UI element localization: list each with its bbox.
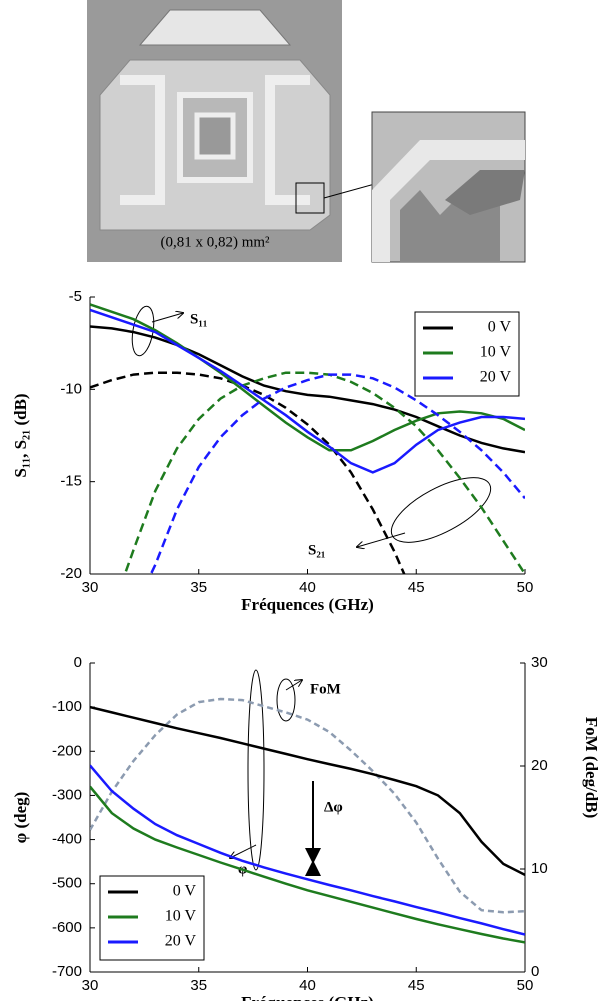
line [90, 308, 525, 474]
annotation: S₂₁ [308, 542, 325, 558]
annotation: Δφ [324, 799, 343, 815]
annotation: S₁₁ [190, 311, 207, 327]
legend-label: 0 V [488, 319, 512, 336]
legend-label: 10 V [480, 344, 512, 361]
y-tick-label: -700 [52, 963, 82, 980]
y-tick-label: -300 [52, 786, 82, 803]
y-tick-label: -5 [69, 288, 82, 305]
legend-label: 10 V [165, 908, 197, 925]
x-tick-label: 35 [190, 977, 207, 994]
x-tick-label: 50 [517, 579, 534, 596]
annotations-1 [131, 305, 492, 876]
x-tick-label: 45 [408, 977, 425, 994]
y-tick-label: -400 [52, 831, 82, 848]
x-tick-label: 35 [190, 579, 207, 596]
x-tick-label: 30 [82, 579, 99, 596]
x-tick-label: 30 [82, 977, 99, 994]
annotation: FoM [310, 681, 341, 697]
y-tick-label: -20 [60, 565, 82, 582]
x-axis-label: Fréquences (GHz) [241, 993, 374, 1001]
x-tick-label: 45 [408, 579, 425, 596]
line [149, 373, 525, 574]
x-tick-label: 40 [299, 977, 316, 994]
chip-photo: (0,81 x 0,82) mm² [87, 0, 526, 263]
line [90, 303, 525, 452]
y-tick-label: 0 [74, 654, 82, 671]
y2-tick-label: 0 [531, 963, 539, 980]
line [90, 764, 525, 936]
y2-tick-label: 30 [531, 654, 548, 671]
x-axis-label: Fréquences (GHz) [241, 595, 374, 614]
line [90, 325, 525, 454]
legend-label: 20 V [165, 933, 197, 950]
y2-tick-label: 10 [531, 860, 548, 877]
y-tick-label: -600 [52, 919, 82, 936]
line [90, 697, 525, 914]
photo-caption: (0,81 x 0,82) mm² [160, 234, 270, 250]
y-axis-label: S₁₁, S₂₁ (dB) [11, 393, 30, 477]
y-tick-label: -500 [52, 875, 82, 892]
x-tick-label: 50 [517, 977, 534, 994]
y-axis-label: φ (deg) [11, 792, 30, 844]
y-tick-label: -15 [60, 473, 82, 490]
y-tick-label: -100 [52, 698, 82, 715]
line [90, 785, 525, 944]
line [123, 371, 525, 574]
line [90, 371, 406, 574]
y2-axis-label: FoM (deg/dB) [582, 717, 601, 819]
x-tick-label: 40 [299, 579, 316, 596]
y-tick-label: -10 [60, 380, 82, 397]
y-tick-label: -200 [52, 742, 82, 759]
line [90, 705, 525, 877]
y2-tick-label: 20 [531, 757, 548, 774]
legend-label: 0 V [173, 883, 197, 900]
legend-label: 20 V [480, 369, 512, 386]
